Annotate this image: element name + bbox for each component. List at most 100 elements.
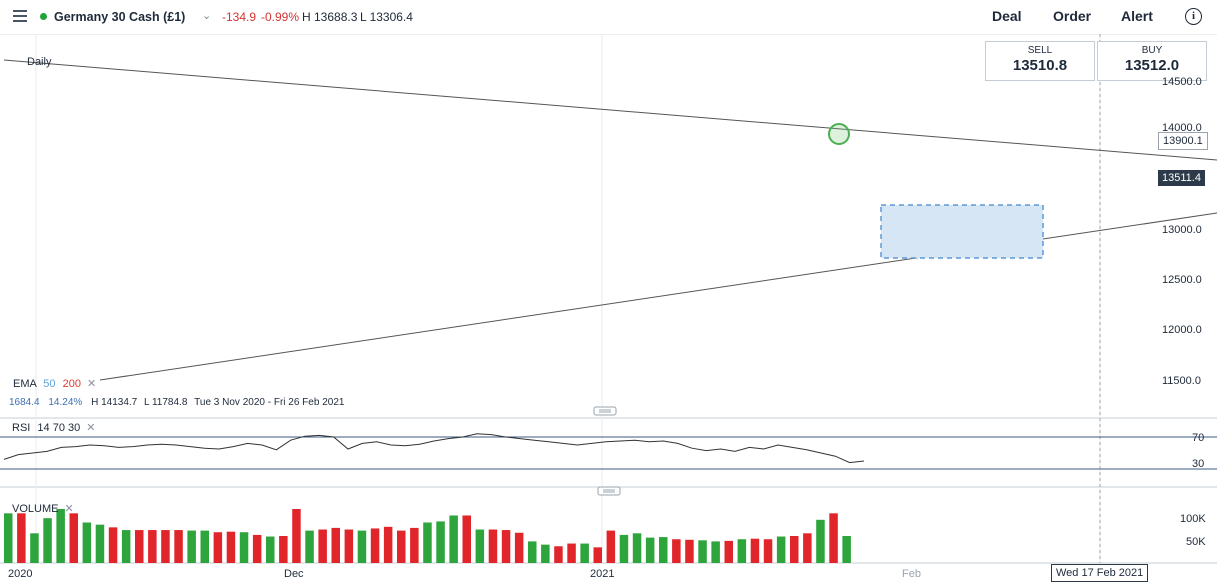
sell-price: 13510.8 (1012, 57, 1068, 74)
collapse-handle-icon[interactable] (593, 406, 617, 416)
deal-button[interactable]: Deal (992, 8, 1022, 24)
volume-bar (803, 533, 812, 563)
volume-bar (645, 537, 655, 563)
volume-label: VOLUME ✕ (12, 502, 74, 515)
volume-bar (344, 529, 354, 563)
volume-bar (135, 530, 144, 563)
horizontal-level-tag: 13900.1 (1158, 132, 1208, 150)
timeframe-label: Daily (27, 56, 52, 68)
close-icon[interactable]: ✕ (87, 378, 97, 390)
volume-bar (488, 529, 498, 563)
volume-bar (436, 521, 445, 563)
price-tick: 12500.0 (1162, 274, 1202, 286)
menu-icon[interactable] (13, 10, 27, 22)
volume-bar (816, 519, 825, 563)
volume-bar (842, 536, 851, 563)
volume-bar (82, 522, 92, 563)
volume-bar (4, 513, 13, 563)
price-chart[interactable] (0, 34, 1217, 584)
volume-bar (567, 543, 576, 563)
close-icon[interactable]: ✕ (64, 503, 74, 515)
volume-bar (580, 543, 589, 563)
volume-bar (43, 518, 52, 563)
rsi-name: RSI (12, 422, 31, 434)
volume-bar (187, 530, 196, 563)
volume-bar (475, 529, 485, 563)
x-axis-tick: Feb (902, 568, 921, 580)
top-bar: Germany 30 Cash (£1) ⌄ -134.9 -0.99% H 1… (0, 0, 1217, 34)
descending-trendline (3, 59, 1217, 161)
x-axis-tick: Dec (284, 568, 304, 580)
volume-bar (69, 513, 78, 563)
volume-bar (737, 539, 747, 563)
buy-button[interactable]: BUY 13512.0 (1097, 41, 1207, 81)
volume-bar (501, 530, 511, 563)
instrument-change-pct: -0.99% (261, 10, 300, 24)
volume-bar (357, 530, 367, 563)
highlight-circle-annotation (828, 123, 850, 145)
price-tick: 11500.0 (1162, 375, 1201, 387)
sell-label: SELL (1027, 45, 1053, 56)
volume-bar (370, 528, 380, 563)
volume-bar (790, 536, 799, 563)
volume-bar (711, 541, 720, 563)
volume-bar (462, 515, 471, 563)
volume-bar (829, 513, 838, 563)
collapse-handle-icon[interactable] (597, 486, 621, 496)
rsi-pane (0, 433, 1217, 470)
volume-bar (750, 538, 760, 563)
alert-button[interactable]: Alert (1121, 8, 1153, 24)
volume-bar (410, 527, 419, 563)
volume-bar (266, 536, 275, 563)
volume-bar (161, 530, 170, 563)
volume-bar (318, 529, 327, 563)
volume-bar (632, 533, 642, 563)
chevron-down-icon[interactable]: ⌄ (202, 10, 212, 22)
buy-price: 13512.0 (1124, 57, 1180, 74)
volume-bar (593, 547, 602, 563)
ascending-trendline (99, 212, 1217, 381)
chart-lines (3, 59, 1217, 381)
instrument-change: -134.9 (222, 10, 257, 24)
volume-bar (279, 536, 288, 563)
volume-pane (4, 509, 851, 563)
volume-bar (541, 544, 550, 563)
rsi-level-tick: 70 (1192, 432, 1205, 444)
volume-bar (423, 522, 432, 563)
volume-bar (331, 527, 340, 563)
volume-bar (108, 527, 118, 563)
volume-bar (213, 532, 223, 563)
volume-bar (698, 540, 707, 563)
rsi-params: 14 70 30 (37, 422, 81, 434)
close-icon[interactable]: ✕ (86, 422, 96, 434)
volume-bar (252, 534, 262, 563)
instrument-high: H 13688.3 (302, 10, 358, 24)
buy-label: BUY (1141, 45, 1163, 56)
current-price-tag: 13511.4 (1158, 170, 1205, 186)
volume-bar (305, 530, 314, 563)
market-open-icon (40, 13, 47, 20)
x-axis-tick: 2021 (590, 568, 615, 580)
volume-bar (724, 540, 733, 563)
ema-label: EMA 50 200 ✕ (13, 377, 96, 390)
instrument-low: L 13306.4 (360, 10, 413, 24)
volume-bar (659, 537, 668, 563)
volume-bar (292, 509, 301, 563)
rsi-line (3, 433, 865, 464)
price-tick: 12000.0 (1162, 324, 1202, 336)
volume-bar (514, 532, 524, 563)
ema-period-50: 50 (43, 378, 56, 390)
volume-bar (30, 533, 39, 563)
sell-button[interactable]: SELL 13510.8 (985, 41, 1095, 81)
ema-range: Tue 3 Nov 2020 - Fri 26 Feb 2021 (194, 397, 345, 408)
volume-tick: 100K (1180, 513, 1206, 525)
volume-bar (17, 513, 26, 563)
price-tick: 14000.0 (1162, 122, 1202, 134)
volume-bar (554, 546, 563, 563)
order-button[interactable]: Order (1053, 8, 1092, 24)
info-icon[interactable]: i (1185, 8, 1202, 25)
volume-name: VOLUME (12, 503, 59, 515)
volume-bar (528, 541, 537, 563)
instrument-name[interactable]: Germany 30 Cash (£1) (54, 10, 186, 24)
ema-pct: 14.24% (48, 397, 83, 408)
